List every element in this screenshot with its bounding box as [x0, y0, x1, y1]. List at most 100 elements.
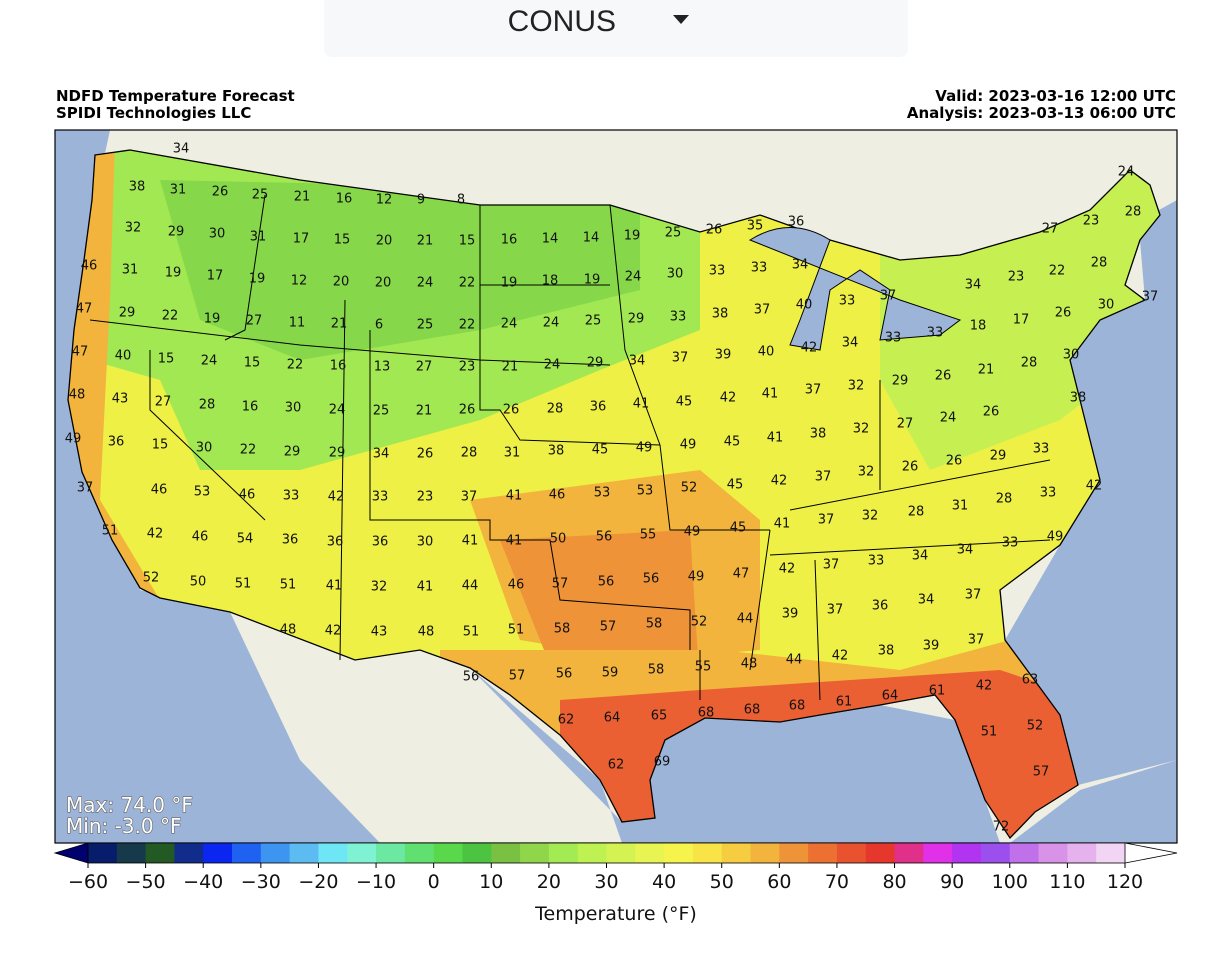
- point-temp: 34: [173, 142, 190, 157]
- map-title: NDFD Temperature Forecast: [56, 87, 295, 105]
- colorbar-bin: [1096, 843, 1126, 863]
- point-temp: 53: [194, 485, 211, 500]
- point-temp: 59: [602, 666, 619, 681]
- colorbar-tick-label: 0: [428, 871, 440, 893]
- colorbar-tick-label: 60: [767, 871, 791, 893]
- point-temp: 31: [952, 499, 969, 514]
- point-temp: 42: [147, 527, 164, 542]
- point-temp: 29: [119, 306, 136, 321]
- point-temp: 36: [327, 535, 344, 550]
- point-temp: 24: [201, 354, 218, 369]
- point-temp: 56: [643, 572, 660, 587]
- point-temp: 57: [509, 669, 526, 684]
- point-temp: 15: [459, 234, 476, 249]
- point-temp: 24: [940, 411, 957, 426]
- colorbar-tick-label: 110: [1049, 871, 1085, 893]
- dropdown-label[interactable]: CONUS: [507, 5, 616, 38]
- colorbar-bin: [289, 843, 319, 863]
- point-temp: 22: [459, 276, 476, 291]
- point-temp: 42: [779, 562, 796, 577]
- point-temp: 37: [1142, 290, 1159, 305]
- point-temp: 33: [283, 489, 300, 504]
- colorbar-bin: [606, 843, 636, 863]
- point-temp: 11: [289, 316, 306, 331]
- point-temp: 46: [549, 488, 566, 503]
- point-temp: 39: [782, 607, 799, 622]
- dropdown-caret[interactable]: [673, 15, 689, 24]
- point-temp: 27: [246, 314, 263, 329]
- point-temp: 9: [417, 193, 425, 208]
- point-temp: 29: [892, 374, 909, 389]
- point-temp: 27: [416, 360, 433, 375]
- colorbar-bin: [376, 843, 406, 863]
- point-temp: 34: [918, 593, 935, 608]
- point-temp: 29: [587, 356, 604, 371]
- point-temp: 42: [720, 391, 737, 406]
- point-temp: 41: [417, 580, 434, 595]
- point-temp: 24: [501, 317, 518, 332]
- point-temp: 30: [417, 535, 434, 550]
- point-temp: 28: [547, 402, 564, 417]
- point-temp: 25: [585, 314, 602, 329]
- point-temp: 46: [508, 578, 525, 593]
- point-temp: 23: [459, 360, 476, 375]
- point-temp: 22: [1049, 264, 1066, 279]
- point-temp: 31: [170, 183, 187, 198]
- region-dropdown[interactable]: CONUS: [324, 0, 908, 57]
- point-temp: 55: [640, 528, 657, 543]
- point-temp: 32: [853, 422, 870, 437]
- point-temp: 23: [417, 490, 434, 505]
- point-temp: 61: [836, 695, 853, 710]
- point-temp: 40: [758, 345, 775, 360]
- point-temp: 63: [1022, 673, 1039, 688]
- colorbar-bin: [1009, 843, 1040, 863]
- point-temp: 34: [957, 543, 974, 558]
- point-temp: 14: [542, 232, 559, 247]
- point-temp: 32: [371, 580, 388, 595]
- valid-time: Valid: 2023-03-16 12:00 UTC: [935, 87, 1176, 105]
- point-temp: 33: [885, 331, 902, 346]
- point-temp: 26: [503, 403, 520, 418]
- point-temp: 28: [996, 492, 1013, 507]
- colorbar-over: [1124, 842, 1178, 864]
- colorbar-bin: [865, 843, 896, 863]
- point-temp: 41: [462, 534, 479, 549]
- colorbar-bin: [750, 843, 780, 863]
- point-temp: 37: [968, 633, 985, 648]
- point-temp: 26: [902, 460, 919, 475]
- colorbar-bin: [347, 843, 377, 863]
- point-temp: 14: [583, 231, 600, 246]
- point-temp: 48: [741, 657, 758, 672]
- point-temp: 30: [1063, 348, 1080, 363]
- point-temp: 41: [767, 431, 784, 446]
- point-temp: 62: [558, 713, 575, 728]
- point-temp: 25: [417, 318, 434, 333]
- point-temp: 42: [328, 490, 345, 505]
- us-outline: [67, 149, 1161, 840]
- colorbar-tick-label: 90: [940, 871, 964, 893]
- point-temp: 21: [502, 360, 519, 375]
- colorbar-bin: [692, 843, 723, 863]
- point-temp: 26: [459, 403, 476, 418]
- point-temp: 18: [970, 319, 987, 334]
- point-temp: 34: [965, 278, 982, 293]
- point-temp: 16: [330, 359, 347, 374]
- point-temp: 43: [112, 392, 129, 407]
- point-temp: 18: [542, 274, 559, 289]
- point-temp: 52: [143, 571, 160, 586]
- point-temp: 21: [417, 234, 434, 249]
- point-temp: 51: [280, 578, 297, 593]
- point-temp: 19: [624, 229, 641, 244]
- colorbar-tick-label: 120: [1107, 871, 1143, 893]
- point-temp: 15: [334, 233, 351, 248]
- point-temp: 26: [946, 454, 963, 469]
- point-temp: 39: [715, 348, 732, 363]
- point-temp: 41: [762, 387, 779, 402]
- point-temp: 26: [1055, 306, 1072, 321]
- point-temp: 30: [285, 401, 302, 416]
- point-temp: 72: [993, 820, 1010, 835]
- point-temp: 13: [374, 360, 391, 375]
- point-temp: 21: [978, 363, 995, 378]
- analysis-time: Analysis: 2023-03-13 06:00 UTC: [907, 104, 1176, 122]
